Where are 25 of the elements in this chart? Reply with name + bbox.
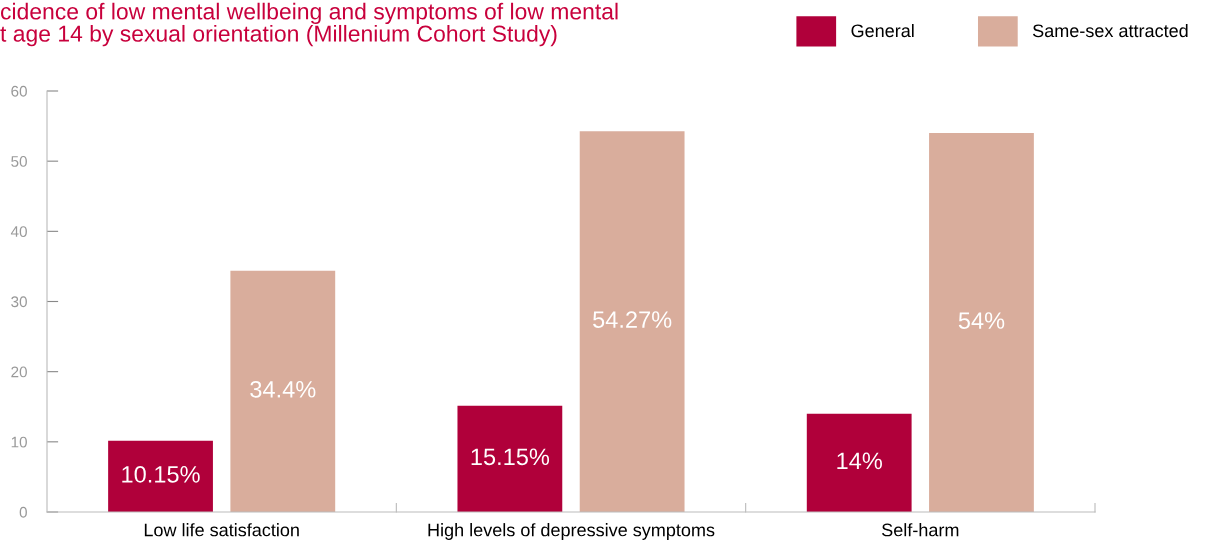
y-tick-label: 20 <box>11 366 27 378</box>
y-tick-label: 40 <box>10 226 27 238</box>
data-label: 54.27% <box>593 311 672 328</box>
y-tick-label: 10 <box>11 436 27 448</box>
bar <box>929 133 1034 512</box>
data-label: 10.15% <box>122 466 200 483</box>
bar <box>108 440 213 512</box>
data-label: 15.15% <box>471 448 550 466</box>
bar <box>230 270 336 512</box>
data-label: 54% <box>958 312 1005 329</box>
y-tick-label: 0 <box>19 506 27 518</box>
legend-label: General <box>851 23 914 38</box>
bar <box>579 131 685 512</box>
bar <box>806 413 912 512</box>
chart-title: cidence of low mental wellbeing and symptoms of low mental t age 14 by sexual orientation (Millenium Cohort Study) <box>0 2 618 47</box>
legend-label: Same-sex attracted <box>1032 23 1188 38</box>
y-tick-label: 30 <box>11 296 27 308</box>
y-tick-label: 50 <box>11 156 27 167</box>
bar <box>457 405 563 512</box>
y-tick-label: 60 <box>11 85 27 97</box>
x-tick-label: High levels of depressive symptoms <box>428 523 715 540</box>
x-tick-label: Self-harm <box>882 523 959 537</box>
x-tick-label: Low life satisfaction <box>144 523 299 537</box>
data-label: 14% <box>837 452 882 470</box>
data-label: 34.4% <box>250 380 316 398</box>
